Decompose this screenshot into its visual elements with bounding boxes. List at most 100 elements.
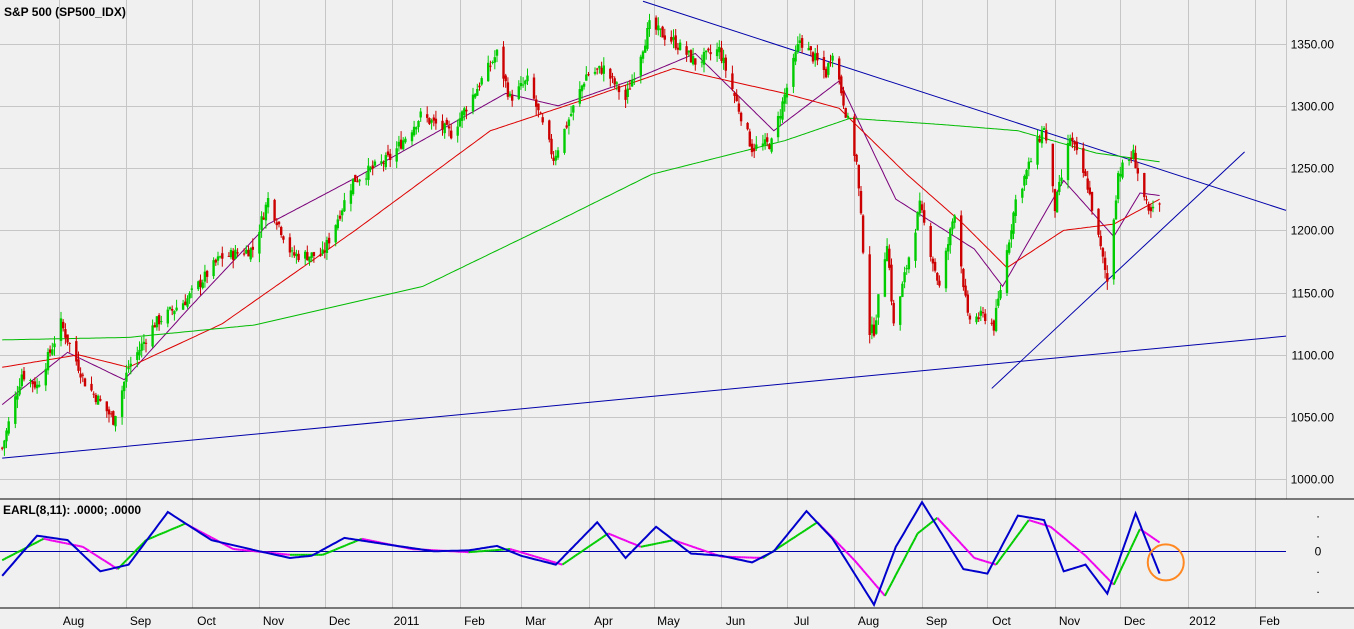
date-tick-label: Nov: [263, 614, 284, 628]
candle-body: [310, 252, 313, 258]
slow-line-segment: [88, 550, 93, 554]
candle-body: [814, 53, 817, 61]
candle-body: [1055, 191, 1059, 213]
candle-body: [763, 139, 767, 145]
price-tick-label: 1200.00: [1291, 224, 1335, 238]
candle-body: [659, 28, 662, 30]
date-tick-label: Oct: [992, 614, 1011, 628]
candle-body: [918, 200, 921, 214]
slow-line-segment: [38, 539, 42, 542]
slow-line-segment: [620, 537, 624, 541]
candle-body: [504, 75, 507, 82]
candle-body: [354, 174, 357, 182]
slow-line-segment: [1078, 549, 1082, 553]
slow-line-segment: [577, 551, 581, 556]
candle-body: [700, 61, 704, 63]
slow-line-segment: [134, 548, 139, 552]
slow-line-segment: [647, 544, 650, 547]
candle-body: [611, 76, 614, 78]
slow-line-segment: [1006, 546, 1011, 551]
slow-line-segment: [834, 539, 838, 544]
candle-body: [227, 255, 231, 257]
candle-body: [630, 80, 634, 87]
slow-line-segment: [847, 552, 851, 557]
slow-line-segment: [1017, 531, 1021, 536]
candle-body: [166, 309, 169, 324]
slow-line-segment: [993, 563, 997, 566]
candle-body: [251, 246, 254, 250]
date-tick-label: Mar: [525, 614, 546, 628]
slow-line-segment: [971, 554, 976, 559]
candle-body: [1069, 138, 1072, 146]
slow-line-segment: [1063, 536, 1067, 541]
candle-body: [517, 86, 520, 99]
candle-body: [593, 71, 597, 74]
candle-body: [218, 256, 222, 258]
slow-line-segment: [862, 569, 867, 574]
slow-line-segment: [989, 561, 993, 565]
slow-line-segment: [890, 578, 895, 584]
candle-body: [64, 329, 67, 338]
candle-body: [290, 250, 294, 252]
slow-line-segment: [703, 549, 707, 553]
candle-body: [960, 215, 963, 267]
candle-body: [487, 62, 490, 82]
slow-line-segment: [978, 558, 982, 561]
candle-body: [142, 341, 146, 344]
candle-body: [794, 52, 797, 62]
candle-body: [639, 56, 642, 76]
slow-line-segment: [995, 561, 1000, 566]
oscillator-tick-label: .: [1316, 582, 1319, 596]
candle-body: [733, 92, 736, 96]
candle-body: [1075, 141, 1078, 151]
candle-body: [478, 85, 481, 88]
candle-body: [580, 85, 584, 92]
slow-line-segment: [228, 545, 232, 549]
candle-body: [872, 324, 876, 336]
slow-line-segment: [324, 552, 328, 555]
candle-body: [508, 93, 512, 97]
slow-line-segment: [226, 544, 230, 548]
candle-body: [877, 294, 880, 318]
slow-line-segment: [553, 561, 557, 564]
slow-line-segment: [522, 551, 526, 555]
candle-body: [1117, 173, 1120, 200]
slow-line-segment: [344, 544, 347, 547]
slow-line-segment: [346, 543, 350, 546]
oscillator-axis-labels: .. 0..: [1315, 506, 1322, 596]
slow-line-segment: [538, 556, 541, 560]
candle-body: [1114, 200, 1118, 220]
candle-body: [920, 204, 924, 211]
slow-line-segment: [590, 542, 594, 547]
candle-body: [1106, 273, 1109, 282]
candle-body: [297, 253, 300, 261]
price-tick-label: 1250.00: [1291, 162, 1335, 176]
oscillator-tick-label: .: [1316, 506, 1319, 520]
slow-line-segment: [1148, 534, 1152, 538]
candle-body: [389, 153, 392, 160]
candle-body: [646, 28, 649, 49]
slow-line-segment: [1154, 538, 1158, 542]
slow-line-segment: [106, 561, 110, 565]
slow-line-segment: [849, 555, 853, 559]
trendline-1: [642, 0, 1287, 211]
candle-body: [977, 317, 980, 320]
candle-body: [702, 52, 706, 65]
candle-body: [262, 217, 265, 220]
candle-body: [824, 68, 828, 78]
slow-line-segment: [156, 533, 160, 537]
slow-line-segment: [1049, 526, 1054, 530]
slow-line-segment: [101, 558, 106, 562]
slow-line-segment: [1117, 570, 1122, 576]
slow-line-segment: [844, 550, 849, 555]
price-tick-label: 1300.00: [1291, 100, 1335, 114]
slow-line-segment: [171, 527, 175, 531]
slow-line-segment: [514, 549, 517, 552]
candle-body: [456, 126, 459, 136]
slow-line-segment: [65, 542, 68, 545]
candle-body: [1149, 207, 1153, 212]
slow-line-segment: [363, 538, 367, 541]
slow-line-segment: [509, 548, 513, 551]
candle-body: [936, 273, 939, 281]
candle-body: [476, 89, 479, 96]
